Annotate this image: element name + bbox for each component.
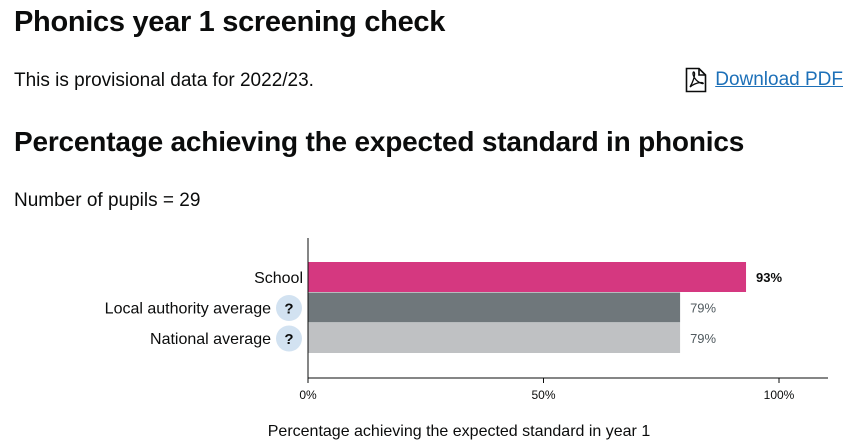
bar-0 bbox=[308, 262, 747, 292]
x-tick-label-2: 100% bbox=[764, 388, 795, 402]
number-of-pupils: Number of pupils = 29 bbox=[14, 190, 201, 211]
x-tick-label-0: 0% bbox=[299, 388, 317, 402]
phonics-bar-chart: 93% School 79% Local authority average ? 79% N… bbox=[105, 238, 828, 440]
category-label-1: Local authority average bbox=[105, 301, 271, 318]
download-pdf-link[interactable]: Download PDF bbox=[685, 67, 843, 93]
help-question-icon-2[interactable] bbox=[276, 325, 302, 352]
help-question-icon-1[interactable] bbox=[276, 295, 302, 321]
download-pdf-label[interactable]: Download PDF bbox=[715, 69, 843, 90]
category-label-0: School bbox=[254, 270, 303, 287]
category-label-2: National average bbox=[150, 331, 271, 348]
pdf-file-icon bbox=[685, 67, 707, 93]
provisional-data-note: This is provisional data for 2022/23. bbox=[14, 70, 314, 91]
bar-value-label-2: 79% bbox=[690, 331, 716, 346]
bar-value-label-1: 79% bbox=[690, 301, 716, 316]
x-axis-title: Percentage achieving the expected standa… bbox=[268, 423, 651, 440]
bar-value-label-0: 93% bbox=[756, 270, 782, 285]
help-question-mark-1[interactable]: ? bbox=[284, 301, 293, 318]
x-tick-label-1: 50% bbox=[531, 388, 555, 402]
bar-2 bbox=[308, 323, 681, 353]
help-question-mark-2[interactable]: ? bbox=[284, 331, 293, 348]
chart-section-heading: Percentage achieving the expected standa… bbox=[14, 126, 745, 157]
page-title: Phonics year 1 screening check bbox=[14, 6, 446, 38]
bar-1 bbox=[308, 292, 681, 323]
